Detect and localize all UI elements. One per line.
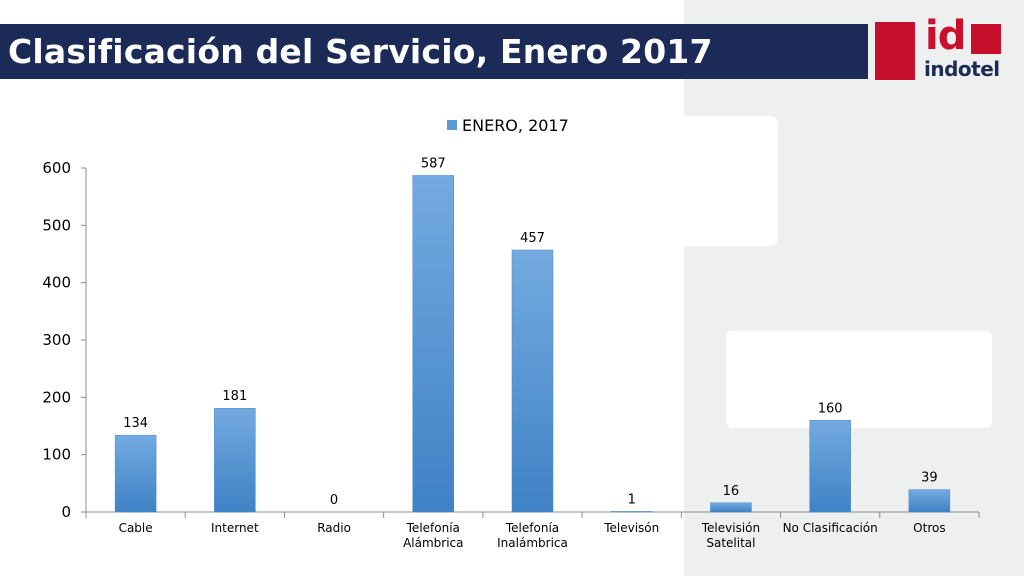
logo-grid-icon <box>971 24 1001 54</box>
data-label: 39 <box>921 471 938 486</box>
logo-mark: id <box>925 13 966 59</box>
data-label: 457 <box>520 231 545 246</box>
chart-bars <box>114 175 951 513</box>
y-tick-label: 100 <box>42 446 71 464</box>
x-tick-label: Telefonía Alámbrica <box>403 521 463 550</box>
data-label: 0 <box>330 493 338 508</box>
x-tick-label: Telefonía Inalámbrica <box>497 521 568 550</box>
bar <box>610 511 653 513</box>
bar <box>710 502 752 513</box>
logo-red-block <box>875 22 915 80</box>
x-tick-label: Televisón <box>603 521 659 535</box>
legend-label: ENERO, 2017 <box>462 116 569 135</box>
bar <box>114 434 157 513</box>
data-label: 181 <box>222 389 247 404</box>
y-tick-label: 600 <box>42 159 71 177</box>
bar <box>908 489 951 513</box>
chart-legend: ENERO, 2017 <box>447 116 569 135</box>
x-tick-label: Televisión Satelital <box>701 521 760 550</box>
y-tick-label: 200 <box>42 388 71 406</box>
chart-data-labels: 134 181 0 587 457 1 16 160 39 <box>123 156 937 508</box>
data-label: 587 <box>421 156 446 171</box>
background-cutout <box>684 116 778 246</box>
chart-axes: 0 100 200 300 400 500 600 Cable Internet Radio Tel… <box>42 159 980 550</box>
background-panel <box>684 0 1024 576</box>
page-title: Clasificación del Servicio, Enero 2017 <box>8 32 713 71</box>
logo-wordmark: indotel <box>924 57 1000 81</box>
background-cutout <box>726 331 992 428</box>
x-tick-label: No Clasificación <box>783 521 878 535</box>
x-tick-label: Otros <box>913 521 945 535</box>
bar <box>809 420 851 513</box>
data-label: 134 <box>123 416 148 431</box>
y-tick-label: 0 <box>61 503 71 521</box>
y-tick-label: 300 <box>42 331 71 349</box>
legend-swatch <box>447 120 457 130</box>
data-label: 160 <box>818 401 843 416</box>
x-tick-label: Cable <box>119 521 153 535</box>
data-label: 16 <box>723 484 740 499</box>
bar <box>412 175 455 513</box>
data-label: 1 <box>628 492 636 507</box>
y-tick-label: 400 <box>42 274 71 292</box>
bar <box>214 407 256 513</box>
y-tick-label: 500 <box>42 216 71 234</box>
x-tick-label: Radio <box>317 521 351 535</box>
x-tick-label: Internet <box>211 521 259 535</box>
indotel-logo: id indotel <box>875 14 1005 82</box>
title-bar: Clasificación del Servicio, Enero 2017 <box>0 24 868 79</box>
bar <box>511 249 554 513</box>
